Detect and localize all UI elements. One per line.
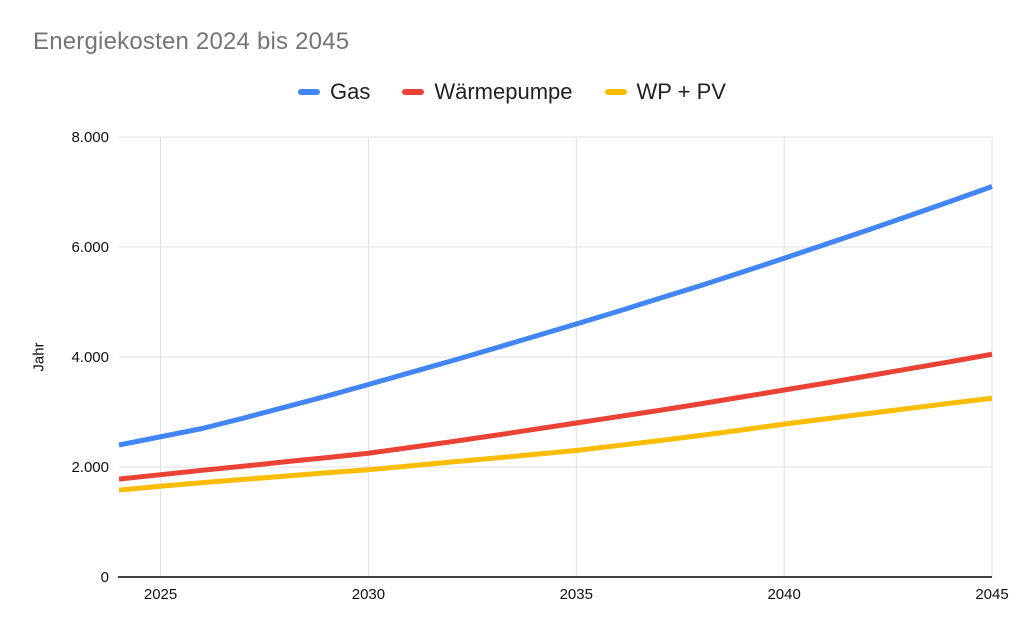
y-tick-label: 8.000 [71,129,109,146]
x-tick-label: 2045 [975,586,1008,603]
legend-swatch-wp-pv-icon [604,89,627,95]
x-tick-label: 2025 [144,586,177,603]
legend-item-waermepumpe: Wärmepumpe [402,79,573,105]
legend-item-wp-pv: WP + PV [604,79,726,105]
y-tick-label: 6.000 [71,239,109,256]
legend-label-waermepumpe: Wärmepumpe [434,79,573,104]
legend-swatch-waermepumpe-icon [402,89,425,95]
chart-title: Energiekosten 2024 bis 2045 [33,28,350,55]
x-tick-label: 2040 [767,586,800,603]
series-line-gas [118,184,993,448]
legend-label-gas: Gas [330,79,371,104]
x-tick-label: 2035 [560,586,593,603]
y-tick-label: 0 [101,569,109,586]
legend-label-wp-pv: WP + PV [636,79,726,104]
y-tick-label: 2.000 [71,459,109,476]
series-line-wp-pv [118,395,993,493]
x-tick-label: 2030 [352,586,385,603]
legend-swatch-gas-icon [298,89,320,95]
legend-item-gas: Gas [298,79,370,105]
series-line-w-rmepumpe [118,351,993,482]
y-tick-label: 4.000 [71,349,109,366]
chart-legend: Gas Wärmepumpe WP + PV [0,78,1024,106]
